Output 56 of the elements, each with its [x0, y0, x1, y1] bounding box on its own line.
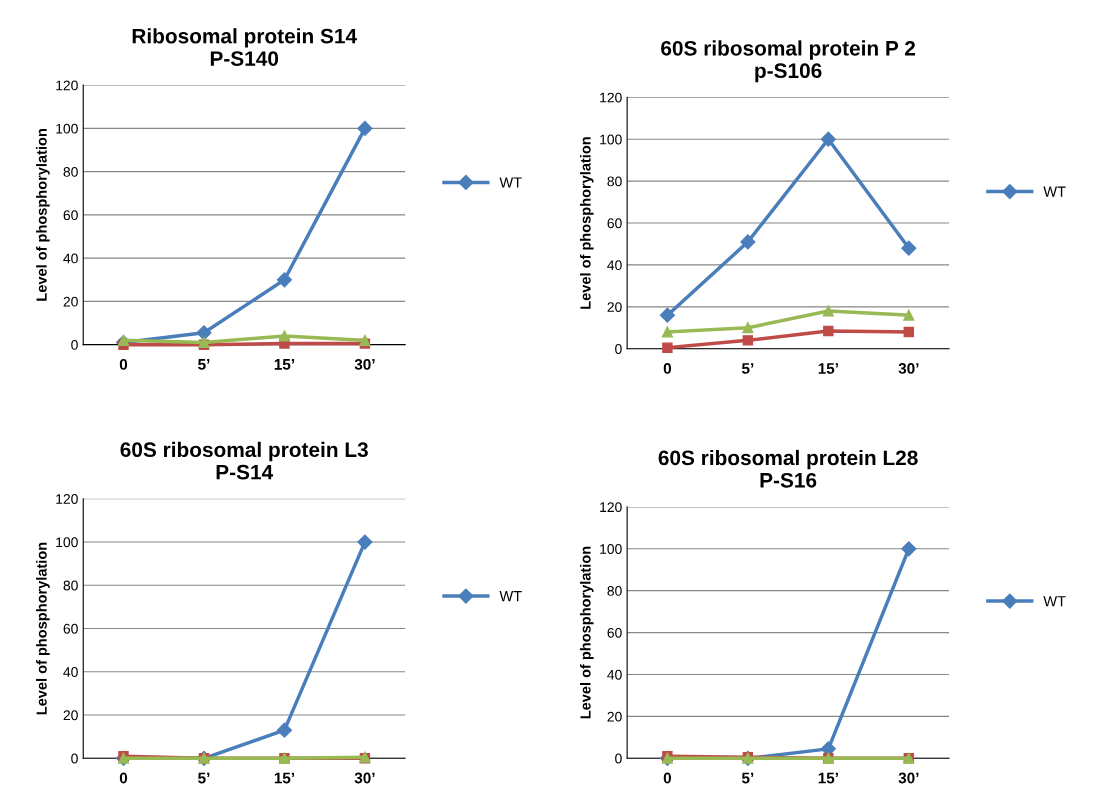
- y-tick-label: 40: [607, 669, 622, 680]
- y-tick-label: 100: [56, 123, 78, 134]
- y-axis-title: Level of phosphorylation: [579, 137, 594, 309]
- legend-label: WT: [499, 177, 522, 188]
- y-tick-label: 80: [63, 580, 78, 591]
- y-tick-label: 80: [607, 176, 622, 187]
- y-axis-title: Level of phosphorylation: [579, 546, 594, 719]
- y-axis-title: Level of phosphorylation: [36, 542, 50, 715]
- x-tick-label: 15’: [818, 363, 838, 374]
- chart-title: 60S ribosomal protein L3 P-S14: [120, 441, 368, 480]
- y-tick-label: 20: [607, 302, 622, 312]
- y-tick-label: 40: [607, 260, 622, 271]
- y-tick-label: 0: [71, 340, 78, 350]
- y-axis-title: Level of phosphorylation: [36, 129, 50, 301]
- x-tick-label: 5’: [741, 772, 754, 784]
- y-tick-label: 60: [607, 218, 622, 229]
- legend-label: WT: [499, 591, 522, 602]
- y-tick-label: 100: [600, 544, 622, 554]
- x-tick-label: 30’: [354, 772, 375, 784]
- y-tick-label: 60: [607, 627, 622, 638]
- chart-title: Ribosomal protein S14 P-S140: [132, 28, 357, 66]
- y-tick-label: 0: [615, 344, 622, 354]
- x-tick-label: 5’: [198, 772, 210, 784]
- y-tick-label: 100: [600, 134, 622, 145]
- x-tick-label: 30’: [898, 772, 919, 784]
- y-tick-label: 80: [63, 167, 78, 177]
- x-tick-label: 0: [119, 772, 128, 784]
- chart-title: 60S ribosomal protein L28 P-S16: [658, 449, 918, 488]
- y-tick-label: 40: [63, 253, 78, 264]
- y-tick-label: 20: [607, 711, 622, 722]
- x-tick-label: 15’: [818, 772, 838, 784]
- x-tick-label: 5’: [198, 359, 210, 370]
- chart-title: 60S ribosomal protein P 2 p-S106: [661, 40, 916, 83]
- y-tick-label: 60: [63, 210, 78, 221]
- y-tick-label: 120: [56, 494, 78, 504]
- y-tick-label: 40: [63, 667, 78, 677]
- y-tick-label: 0: [71, 753, 78, 764]
- x-tick-label: 0: [663, 772, 672, 784]
- x-tick-label: 5’: [741, 363, 754, 374]
- x-tick-label: 0: [663, 363, 672, 374]
- y-tick-label: 120: [600, 92, 622, 103]
- x-tick-label: 0: [119, 358, 128, 370]
- y-tick-label: 60: [63, 623, 78, 634]
- legend-label: WT: [1043, 186, 1066, 197]
- y-tick-label: 0: [615, 753, 622, 764]
- y-tick-label: 120: [56, 80, 78, 91]
- y-tick-label: 80: [607, 586, 622, 596]
- x-tick-label: 30’: [898, 363, 919, 374]
- y-tick-label: 20: [63, 296, 78, 307]
- x-tick-label: 15’: [274, 359, 295, 370]
- legend-label: WT: [1043, 596, 1066, 607]
- y-tick-label: 120: [600, 502, 622, 513]
- y-tick-label: 100: [56, 537, 78, 548]
- x-tick-label: 30’: [354, 358, 375, 370]
- y-tick-label: 20: [63, 710, 78, 721]
- x-tick-label: 15’: [274, 772, 295, 784]
